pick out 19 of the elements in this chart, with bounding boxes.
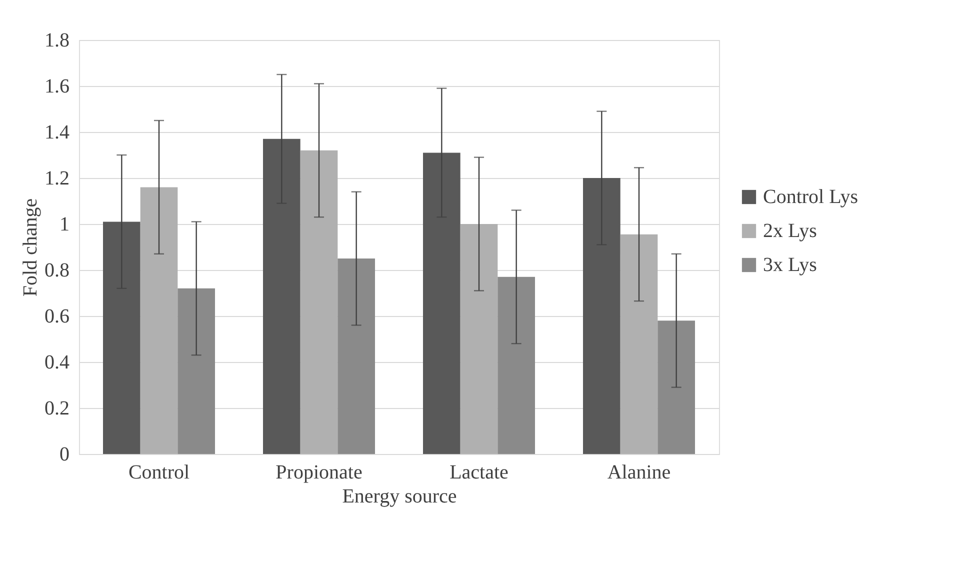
legend-label: Control Lys xyxy=(763,186,858,208)
x-axis-title: Energy source xyxy=(342,486,457,508)
y-tick-label: 1.4 xyxy=(44,122,70,144)
legend-label: 2x Lys xyxy=(763,220,818,242)
x-tick-label: Alanine xyxy=(607,462,671,484)
legend-label: 3x Lys xyxy=(763,254,818,276)
y-tick-label: 0.6 xyxy=(44,306,70,328)
y-tick-label: 1 xyxy=(60,214,70,236)
x-tick-label: Propionate xyxy=(276,462,362,484)
y-tick-label: 0.2 xyxy=(44,398,70,420)
x-tick-label: Lactate xyxy=(450,462,509,484)
y-tick-label: 0 xyxy=(60,444,70,466)
y-tick-label: 1.6 xyxy=(44,76,70,98)
y-axis-title: Fold change xyxy=(20,198,42,297)
y-tick-label: 1.8 xyxy=(44,30,70,52)
y-tick-label: 0.4 xyxy=(44,352,70,374)
x-tick-label: Control xyxy=(128,462,190,484)
y-tick-label: 1.2 xyxy=(44,168,70,190)
y-tick-label: 0.8 xyxy=(44,260,70,282)
